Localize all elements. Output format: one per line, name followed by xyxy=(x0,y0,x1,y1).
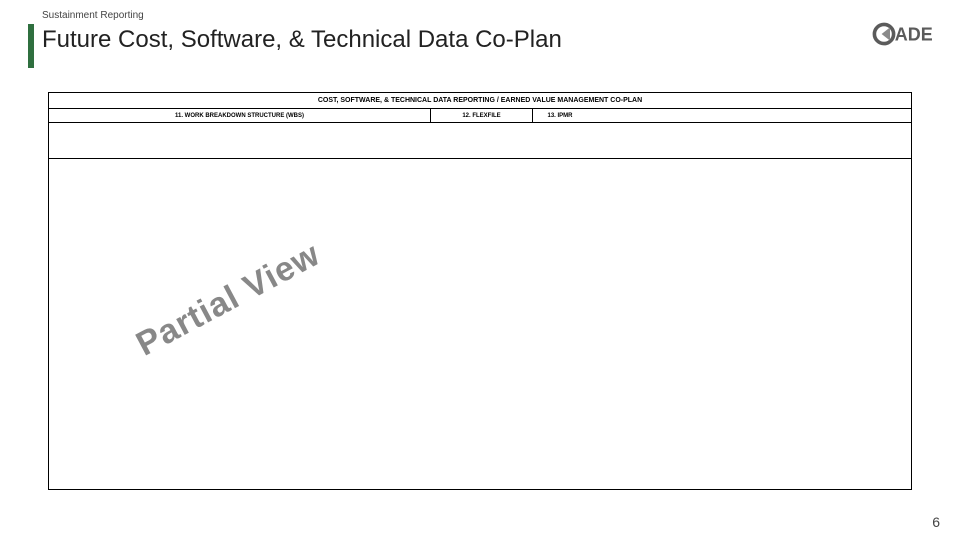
coplan-header-row xyxy=(49,123,911,159)
coplan-section-row: 11. WORK BREAKDOWN STRUCTURE (WBS)12. FL… xyxy=(49,109,911,123)
header-accent-bar xyxy=(28,24,34,68)
coplan-body xyxy=(49,159,911,489)
slide-root: Sustainment Reporting Future Cost, Softw… xyxy=(0,0,960,540)
breadcrumb: Sustainment Reporting xyxy=(42,10,144,21)
svg-text:ADE: ADE xyxy=(895,25,932,45)
cade-logo: ADE xyxy=(872,16,932,52)
section-header: 11. WORK BREAKDOWN STRUCTURE (WBS) xyxy=(49,109,431,122)
coplan-title: COST, SOFTWARE, & TECHNICAL DATA REPORTI… xyxy=(49,93,911,109)
page-title: Future Cost, Software, & Technical Data … xyxy=(42,26,562,54)
page-number: 6 xyxy=(932,514,940,530)
coplan-table: COST, SOFTWARE, & TECHNICAL DATA REPORTI… xyxy=(48,92,912,490)
slide-header: Sustainment Reporting Future Cost, Softw… xyxy=(28,10,932,80)
section-header: 13. IPMR xyxy=(533,109,587,122)
section-header: 12. FLEXFILE xyxy=(431,109,533,122)
